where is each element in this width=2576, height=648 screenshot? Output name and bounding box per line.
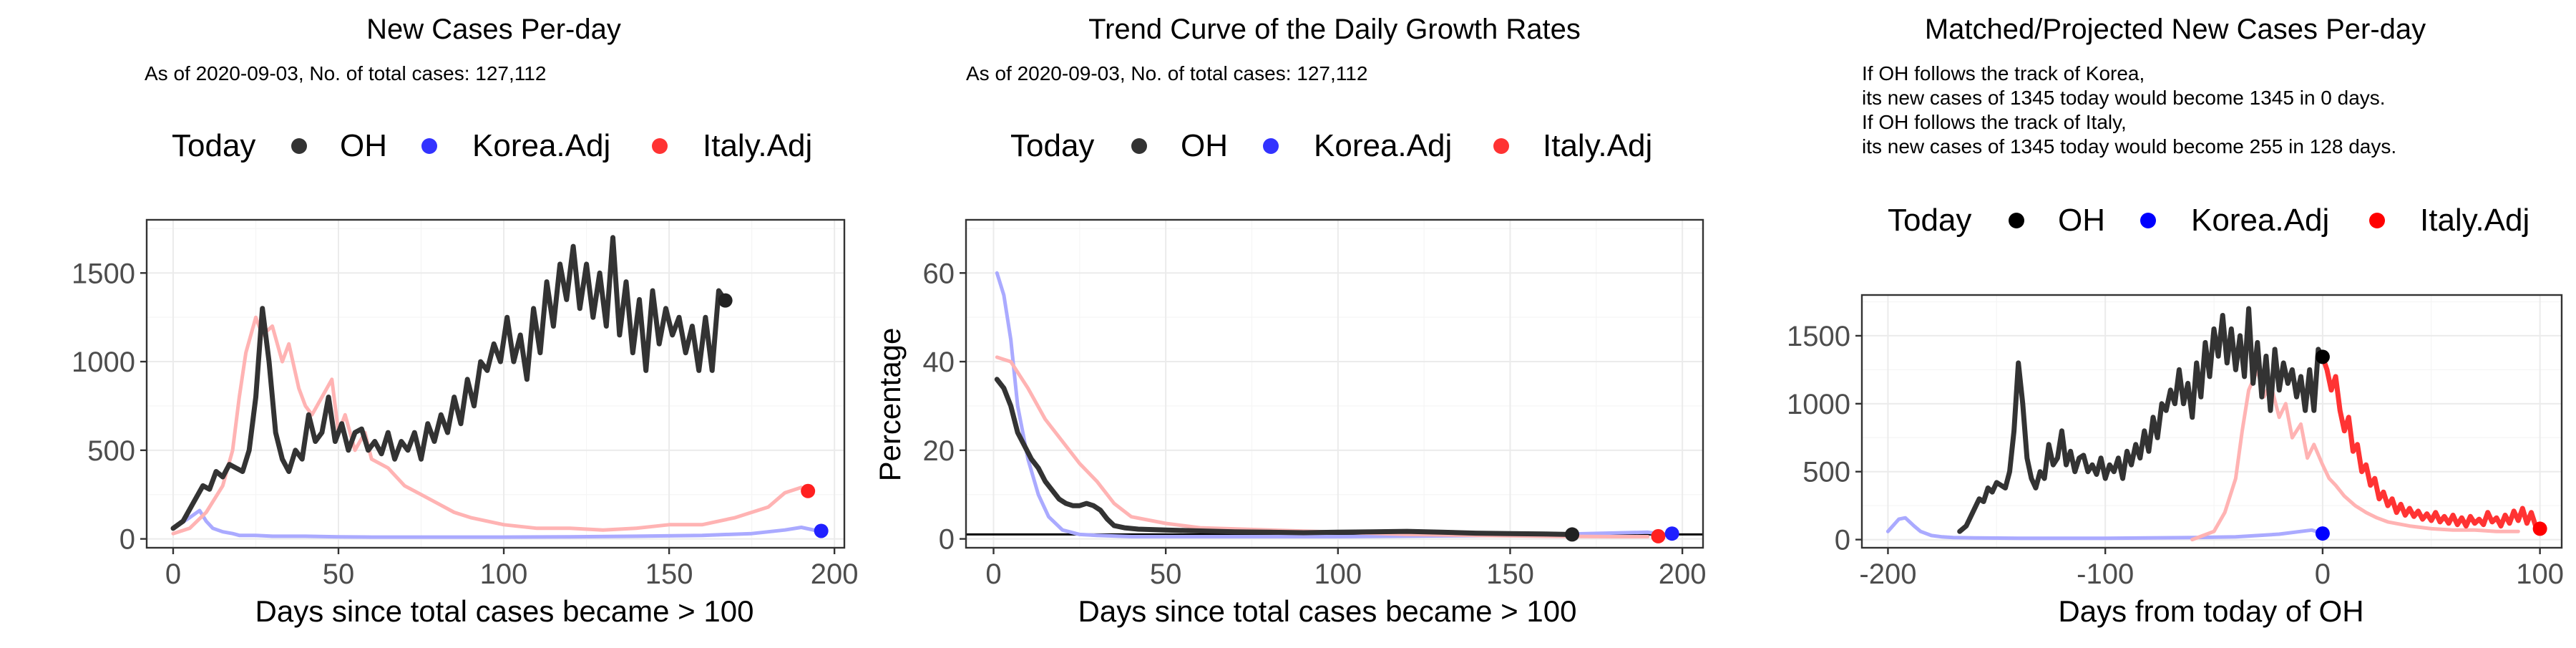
legend-label-korea: Korea.Adj <box>1314 128 1452 163</box>
series-line-korea-adj <box>1885 516 2325 541</box>
y-tick-label: 20 <box>923 435 955 467</box>
x-tick-label: -100 <box>2077 558 2134 590</box>
panel2-legend: Today OH Korea.Adj Italy.Adj <box>1010 128 1652 163</box>
legend-title: Today <box>1010 128 1094 163</box>
series-line-italy-adj-projected <box>2320 354 2543 531</box>
y-tick-label: 0 <box>1835 525 1850 556</box>
panel1-title: New Cases Per-day <box>366 14 621 45</box>
plot-background <box>147 220 844 548</box>
x-tick-label: 0 <box>2315 558 2331 590</box>
series-line-italy-adj <box>171 315 804 536</box>
x-tick-label: 150 <box>1486 558 1534 590</box>
x-tick-label: 150 <box>645 558 693 590</box>
panel1-subtitle: As of 2020-09-03, No. of total cases: 12… <box>145 62 546 84</box>
annotation-line-1: If OH follows the track of Korea, <box>1862 62 2145 84</box>
legend-key-oh <box>2009 213 2024 228</box>
x-tick-label: 200 <box>1659 558 1707 590</box>
legend-key-korea <box>2140 213 2156 228</box>
legend-label-italy: Italy.Adj <box>2420 203 2529 238</box>
y-tick-label: 500 <box>87 435 135 467</box>
panel3-annotation: If OH follows the track of Korea, its ne… <box>1862 62 2396 158</box>
annotation-line-2: its new cases of 1345 today would become… <box>1862 87 2386 109</box>
legend-label-oh: OH <box>2058 203 2105 238</box>
series-group <box>170 235 820 539</box>
legend-label-korea: Korea.Adj <box>2191 203 2329 238</box>
x-tick-label: 0 <box>165 558 181 590</box>
x-tick-label: 200 <box>811 558 859 590</box>
panel2-subtitle: As of 2020-09-03, No. of total cases: 12… <box>966 62 1367 84</box>
x-tick-label: 50 <box>323 558 355 590</box>
legend-label-italy: Italy.Adj <box>703 128 812 163</box>
plot-frame <box>965 218 1704 549</box>
legend-key-oh <box>1131 138 1147 154</box>
legend-label-korea: Korea.Adj <box>472 128 610 163</box>
series-line-oh <box>170 235 728 531</box>
series-line-oh <box>994 377 1571 537</box>
x-tick-label: 100 <box>480 558 528 590</box>
panel1-legend: Today OH Korea.Adj Italy.Adj <box>172 128 812 163</box>
legend-title: Today <box>1888 203 1971 238</box>
today-point-korea-adj <box>2315 526 2330 541</box>
series-line-korea-adj <box>171 508 820 539</box>
panel1-x-axis-label: Days since total cases became > 100 <box>255 594 754 628</box>
panel-growth-rates: Trend Curve of the Daily Growth Rates As… <box>873 14 1706 628</box>
legend-label-oh: OH <box>340 128 387 163</box>
today-point-italy-adj <box>801 483 816 498</box>
plot-frame <box>145 218 846 549</box>
x-tick-label: 0 <box>985 558 1001 590</box>
panel3-x-axis-label: Days from today of OH <box>2058 594 2363 628</box>
legend-label-oh: OH <box>1181 128 1228 163</box>
legend-key-korea <box>421 138 437 154</box>
legend-key-korea <box>1263 138 1279 154</box>
today-point-italy-adj <box>1651 528 1666 543</box>
panel-matched-projected: Matched/Projected New Cases Per-day If O… <box>1787 14 2564 628</box>
legend-key-italy <box>652 138 668 154</box>
panel-new-cases: New Cases Per-day As of 2020-09-03, No. … <box>72 14 858 628</box>
plot-frame <box>1860 294 2563 549</box>
y-tick-label: 500 <box>1802 457 1850 488</box>
panel2-title: Trend Curve of the Daily Growth Rates <box>1088 14 1581 45</box>
today-point-korea-adj <box>814 523 829 538</box>
today-point-oh <box>2315 349 2330 364</box>
x-tick-label: 100 <box>2516 558 2564 590</box>
y-tick-label: 1500 <box>1787 321 1850 352</box>
x-tick-label: 50 <box>1150 558 1182 590</box>
today-point-korea-adj <box>1664 526 1679 541</box>
panel3-title: Matched/Projected New Cases Per-day <box>1925 14 2426 45</box>
annotation-line-3: If OH follows the track of Italy, <box>1862 111 2127 133</box>
y-tick-label: 1500 <box>72 258 135 289</box>
legend-key-italy <box>2369 213 2385 228</box>
legend-key-oh <box>291 138 307 154</box>
panel2-x-axis-label: Days since total cases became > 100 <box>1078 594 1577 628</box>
legend-key-italy <box>1493 138 1509 154</box>
series-group <box>994 271 1667 538</box>
x-tick-label: 100 <box>1314 558 1362 590</box>
y-tick-label: 60 <box>923 258 955 289</box>
series-line-oh <box>1957 306 2326 534</box>
legend-title: Today <box>172 128 255 163</box>
plot-background <box>966 220 1703 548</box>
panel1-plot: 0 50 100 150 200 0 500 1000 1500 <box>72 218 859 590</box>
y-tick-label: 40 <box>923 347 955 378</box>
y-tick-label: 1000 <box>1787 389 1850 420</box>
today-point-oh <box>1565 527 1580 542</box>
today-point-oh <box>718 293 733 308</box>
panel2-y-axis-label: Percentage <box>873 328 907 482</box>
panel3-legend: Today OH Korea.Adj Italy.Adj <box>1888 203 2529 238</box>
y-tick-label: 0 <box>119 524 135 556</box>
series-group <box>1885 306 2543 542</box>
series-line-italy-adj <box>2190 367 2520 542</box>
x-tick-label: -200 <box>1859 558 1916 590</box>
y-tick-label: 1000 <box>72 347 135 378</box>
legend-label-italy: Italy.Adj <box>1543 128 1652 163</box>
y-tick-label: 0 <box>939 524 955 556</box>
panel2-plot: 0 50 100 150 200 0 20 40 60 <box>923 218 1707 590</box>
today-point-italy-adj <box>2532 521 2547 536</box>
annotation-line-4: its new cases of 1345 today would become… <box>1862 135 2396 158</box>
